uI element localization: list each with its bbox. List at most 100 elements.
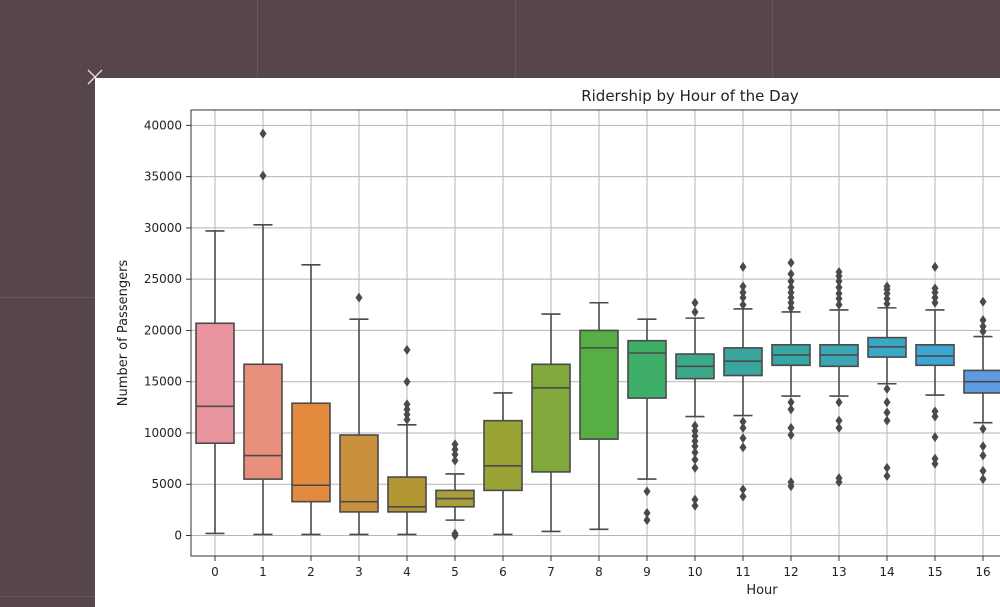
x-tick-label: 1 [259,565,267,579]
outlier-point [451,528,459,539]
outlier-point [835,415,843,426]
y-tick-label: 20000 [144,323,182,337]
x-tick-label: 11 [735,565,750,579]
outlier-point [883,471,891,482]
outlier-point [787,430,795,441]
outlier-point [739,433,747,444]
outlier-point [739,281,747,292]
outlier-point [931,292,939,303]
outlier-point [403,404,411,415]
outlier-point [403,376,411,387]
y-tick-label: 40000 [144,118,182,132]
axis-ticks: 0 5000 10000 15000 20000 25000 30000 35000 40000… [144,118,991,579]
outlier-point [931,411,939,422]
outlier-point [691,425,699,436]
outlier-point [979,315,987,326]
box-iqr [627,339,667,399]
x-tick-label: 16 [975,565,990,579]
outlier-point [739,261,747,272]
x-tick-label: 6 [499,565,507,579]
outlier-point [403,399,411,410]
outlier-point [883,293,891,304]
outlier-point [931,406,939,417]
y-axis-label: Number of Passengers [116,260,131,407]
outlier-point [691,306,699,317]
outlier-point [739,292,747,303]
outlier-point [691,431,699,442]
x-tick-label: 4 [403,565,411,579]
x-tick-label: 3 [355,565,363,579]
outlier-point [691,436,699,447]
box-iqr [339,434,379,513]
outlier-point [979,326,987,337]
outlier-point [931,453,939,464]
x-tick-label: 12 [783,565,798,579]
outlier-point [787,257,795,268]
outlier-point [883,407,891,418]
y-tick-label: 10000 [144,426,182,440]
outlier-point [883,281,891,292]
outlier-point [451,444,459,455]
x-tick-label: 2 [307,565,315,579]
outlier-point [643,515,651,526]
outlier-point [739,422,747,433]
x-tick-label: 10 [687,565,702,579]
outlier-point [883,397,891,408]
outlier-point [835,282,843,293]
outlier-point [643,507,651,518]
outlier-point [787,422,795,433]
outlier-point [739,442,747,453]
box-plot-chart: 0 5000 10000 15000 20000 25000 30000 35000 40000… [116,87,1000,598]
box-iqr [195,322,235,445]
outlier-point [835,397,843,408]
y-tick-label: 0 [174,528,182,542]
outlier-point [883,415,891,426]
outlier-point [835,293,843,304]
outlier-point [739,287,747,298]
outlier-point [691,454,699,465]
outlier-point [979,474,987,485]
box-series [195,128,1000,541]
outlier-point [403,344,411,355]
x-tick-label: 7 [547,565,555,579]
outlier-point [355,292,363,303]
outlier-point [979,296,987,307]
outlier-point [259,128,267,139]
x-tick-label: 9 [643,565,651,579]
outlier-point [835,266,843,277]
outlier-point [691,297,699,308]
plot-area-frame [190,109,1000,557]
outlier-point [979,321,987,332]
outlier-point [739,416,747,427]
outlier-point [931,432,939,443]
outlier-point [835,473,843,484]
outlier-point [835,276,843,287]
outlier-point [787,477,795,488]
y-tick-label: 25000 [144,272,182,286]
y-tick-label: 5000 [151,477,182,491]
chart-title: Ridership by Hour of the Day [581,87,799,105]
box-iqr [291,402,331,503]
outlier-point [787,276,795,287]
outlier-point [931,297,939,308]
outlier-point [691,462,699,473]
x-tick-label: 8 [595,565,603,579]
outlier-point [691,494,699,505]
box-iqr [483,419,523,492]
x-tick-label: 15 [927,565,942,579]
outlier-point [979,450,987,461]
outlier-point [787,404,795,415]
outlier-point [451,449,459,460]
outlier-point [787,292,795,303]
box-iqr [243,363,283,480]
outlier-point [883,462,891,473]
outlier-point [835,288,843,299]
outlier-point [691,500,699,511]
x-tick-label: 14 [879,565,894,579]
outlier-point [691,441,699,452]
outlier-point [931,283,939,294]
outlier-point [739,299,747,310]
outlier-point [835,299,843,310]
outlier-point [931,261,939,272]
outlier-point [787,302,795,313]
